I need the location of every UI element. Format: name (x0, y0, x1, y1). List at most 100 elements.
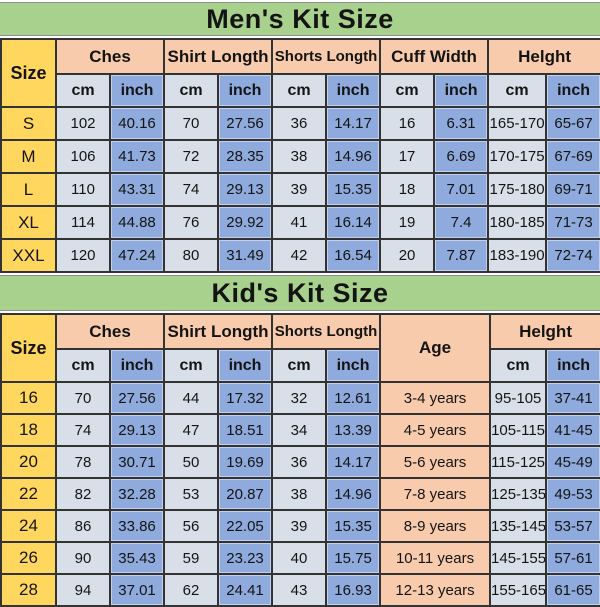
table-cell: 16.93 (325, 573, 382, 607)
unit-cm-header: cm (379, 73, 436, 108)
table-cell: 170-175 (487, 139, 548, 174)
table-cell: 17.32 (217, 381, 274, 415)
kids-size-table: Size Ches Shirt Longth Shorts Longth Age… (0, 313, 600, 607)
table-cell: 34 (271, 413, 328, 447)
table-cell: 72 (163, 139, 220, 174)
table-cell: 43 (271, 573, 328, 607)
table-cell: 27.56 (108, 381, 166, 415)
table-cell: 35.43 (108, 541, 166, 575)
table-cell: 145-155 (489, 541, 548, 575)
table-cell: 42 (271, 238, 328, 273)
table-cell: 16 (379, 106, 436, 141)
table-cell: 33.86 (108, 509, 166, 543)
table-cell: 175-180 (487, 172, 548, 207)
size-cell: M (0, 139, 57, 174)
table-cell: 105-115 (489, 413, 548, 447)
table-cell: 115-125 (489, 445, 548, 479)
table-cell: 19 (379, 205, 436, 240)
unit-inch-header: inch (217, 348, 274, 383)
table-cell: 15.35 (325, 509, 382, 543)
table-cell: 17 (379, 139, 436, 174)
table-cell: 37-41 (545, 381, 600, 415)
table-cell: 7.01 (433, 172, 490, 207)
table-cell: 74 (163, 172, 220, 207)
table-cell: 180-185 (487, 205, 548, 240)
unit-inch-header: inch (433, 73, 490, 108)
table-cell: 36 (271, 106, 328, 141)
age-cell: 8-9 years (379, 509, 492, 543)
table-row: 26 90 35.43 59 23.23 40 15.75 10-11 year… (0, 541, 600, 575)
table-cell: 47.24 (108, 238, 166, 273)
age-cell: 3-4 years (379, 381, 492, 415)
table-cell: 47 (163, 413, 220, 447)
table-cell: 86 (55, 509, 111, 543)
table-cell: 37.01 (108, 573, 166, 607)
kids-header-unit-row: cm inch cm inch cm inch cm inch (1, 348, 600, 383)
table-cell: 41.73 (108, 139, 166, 174)
table-cell: 62 (163, 573, 220, 607)
mens-header-group-row: Size Ches Shirt Longth Shorts Longth Cuf… (0, 38, 600, 108)
table-cell: 94 (55, 573, 111, 607)
mens-title: Men's Kit Size (0, 2, 600, 36)
table-cell: 29.92 (217, 205, 274, 240)
size-cell: 24 (0, 509, 57, 543)
table-row: L 110 43.31 74 29.13 39 15.35 18 7.01 17… (0, 172, 600, 207)
table-row: XXL 120 47.24 80 31.49 42 16.54 20 7.87 … (0, 238, 600, 273)
table-row: 20 78 30.71 50 19.69 36 14.17 5-6 years … (0, 445, 600, 479)
kids-size-header: Size (0, 313, 57, 383)
unit-inch-header: inch (217, 73, 274, 108)
table-cell: 32.28 (108, 477, 166, 511)
table-cell: 32 (271, 381, 328, 415)
table-cell: 7.4 (433, 205, 490, 240)
unit-inch-header: inch (545, 73, 600, 108)
table-cell: 41 (271, 205, 328, 240)
table-row: S 102 40.16 70 27.56 36 14.17 16 6.31 16… (0, 106, 600, 141)
size-cell: S (0, 106, 57, 141)
table-cell: 165-170 (487, 106, 548, 141)
table-cell: 16.54 (325, 238, 382, 273)
size-cell: L (0, 172, 57, 207)
table-cell: 14.96 (325, 477, 382, 511)
size-cell: 22 (0, 477, 57, 511)
mens-shirt-length-header: Shirt Longth (163, 38, 274, 75)
table-cell: 71-73 (545, 205, 600, 240)
table-cell: 6.69 (433, 139, 490, 174)
table-cell: 38 (271, 139, 328, 174)
table-cell: 15.35 (325, 172, 382, 207)
table-cell: 39 (271, 172, 328, 207)
unit-cm-header: cm (271, 73, 328, 108)
kids-chest-header: Ches (54, 313, 166, 350)
table-cell: 57-61 (545, 541, 600, 575)
table-row: 28 94 37.01 62 24.41 43 16.93 12-13 year… (0, 573, 600, 607)
size-cell: XXL (0, 238, 57, 273)
table-cell: 30.71 (108, 445, 166, 479)
table-cell: 20.87 (217, 477, 274, 511)
table-cell: 36 (271, 445, 328, 479)
table-cell: 53 (163, 477, 220, 511)
unit-inch-header: inch (325, 348, 382, 383)
age-cell: 12-13 years (379, 573, 492, 607)
table-cell: 28.35 (217, 139, 274, 174)
table-cell: 61-65 (545, 573, 600, 607)
unit-cm-header: cm (55, 348, 111, 383)
table-cell: 80 (163, 238, 220, 273)
mens-header-unit-row: cm inch cm inch cm inch cm inch cm inch (1, 73, 600, 108)
table-cell: 53-57 (545, 509, 600, 543)
table-row: 22 82 32.28 53 20.87 38 14.96 7-8 years … (0, 477, 600, 511)
unit-cm-header: cm (271, 348, 328, 383)
unit-inch-header: inch (545, 348, 600, 383)
table-cell: 125-135 (489, 477, 548, 511)
table-row: XL 114 44.88 76 29.92 41 16.14 19 7.4 18… (0, 205, 600, 240)
age-cell: 4-5 years (379, 413, 492, 447)
table-cell: 135-145 (489, 509, 548, 543)
table-cell: 44.88 (108, 205, 166, 240)
mens-chest-header: Ches (54, 38, 166, 75)
table-cell: 23.23 (217, 541, 274, 575)
kids-height-header: Helght (489, 313, 600, 350)
table-row: M 106 41.73 72 28.35 38 14.96 17 6.69 17… (0, 139, 600, 174)
table-cell: 74 (55, 413, 111, 447)
table-cell: 39 (271, 509, 328, 543)
table-cell: 44 (163, 381, 220, 415)
table-cell: 90 (55, 541, 111, 575)
